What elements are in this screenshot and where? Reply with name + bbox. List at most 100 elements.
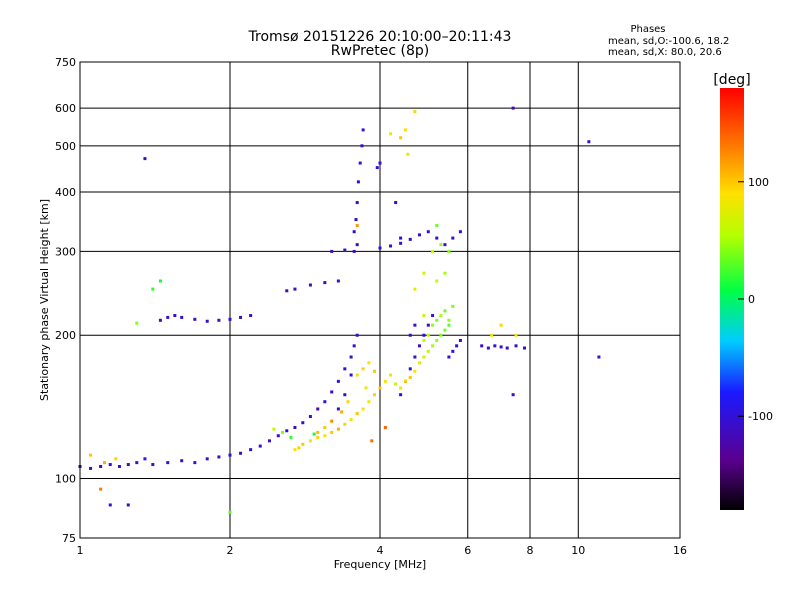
plot-frame (79, 61, 681, 539)
data-point (389, 373, 393, 377)
colorbar-label: [deg] (713, 72, 750, 88)
data-point (135, 321, 139, 325)
data-point (408, 333, 412, 337)
data-point (166, 461, 170, 465)
data-point (301, 421, 305, 425)
data-point (439, 333, 443, 337)
stats-line-x: mean, sd,X: 80.0, 20.6 (608, 47, 722, 58)
data-point (399, 386, 403, 390)
y-tick-label: 75 (62, 532, 76, 545)
data-point (361, 128, 365, 132)
data-point (217, 318, 221, 322)
data-point (135, 461, 139, 465)
data-point (336, 379, 340, 383)
data-point (399, 241, 403, 245)
data-point (228, 317, 232, 321)
data-point (422, 271, 426, 275)
data-point (336, 407, 340, 411)
data-point (417, 344, 421, 348)
chart-subtitle: RwPretec (8p) (331, 43, 429, 59)
data-point (361, 407, 365, 411)
data-point (108, 503, 112, 507)
data-point (435, 279, 439, 283)
data-point (399, 393, 403, 397)
data-point (458, 338, 462, 342)
data-point (281, 430, 285, 434)
data-point (323, 400, 327, 404)
data-point (193, 461, 197, 465)
data-point (451, 304, 455, 308)
x-tick-label: 8 (527, 544, 534, 557)
data-point (166, 315, 170, 319)
data-point (180, 315, 184, 319)
chart-title: Tromsø 20151226 20:10:00–20:11:43 (248, 29, 512, 45)
data-point (276, 434, 280, 438)
data-point (511, 393, 515, 397)
x-tick-label: 10 (571, 544, 585, 557)
data-point (151, 463, 155, 467)
data-point (355, 373, 359, 377)
data-point (108, 463, 112, 467)
data-point (249, 448, 253, 452)
data-point (323, 425, 327, 429)
data-point (323, 281, 327, 285)
y-tick-label: 100 (55, 473, 76, 486)
data-point (349, 373, 353, 377)
data-point (408, 237, 412, 241)
stats-heading: Phases (630, 24, 665, 35)
data-point (239, 315, 243, 319)
data-point (143, 457, 147, 461)
data-point (103, 461, 107, 465)
data-point (399, 236, 403, 240)
data-point (316, 430, 320, 434)
data-point (312, 432, 316, 436)
data-point (316, 435, 320, 439)
data-point (228, 510, 232, 514)
data-point (126, 463, 130, 467)
data-point (99, 487, 103, 491)
data-point (439, 314, 443, 318)
data-point (336, 279, 340, 283)
data-point (458, 230, 462, 234)
data-point (447, 249, 451, 253)
data-point (417, 361, 421, 365)
data-point (435, 318, 439, 322)
data-point (258, 444, 262, 448)
data-point (413, 287, 417, 291)
data-point (587, 140, 591, 144)
data-point (422, 314, 426, 318)
x-tick-label: 16 (673, 544, 687, 557)
data-point (443, 243, 447, 247)
data-point (126, 503, 130, 507)
data-point (413, 110, 417, 114)
data-point (383, 425, 387, 429)
data-point (301, 442, 305, 446)
data-point (389, 244, 393, 248)
data-point (383, 379, 387, 383)
data-point (413, 355, 417, 359)
x-axis-label: Frequency [MHz] (334, 558, 426, 571)
data-point (451, 349, 455, 353)
data-point (431, 249, 435, 253)
data-point (439, 243, 443, 247)
data-point (340, 410, 344, 414)
data-point (493, 344, 497, 348)
data-point (355, 411, 359, 415)
data-point (143, 157, 147, 161)
data-point (499, 345, 503, 349)
data-point (358, 161, 362, 165)
data-point (267, 439, 271, 443)
data-point (355, 243, 359, 247)
data-point (285, 429, 289, 433)
data-point (352, 344, 356, 348)
data-point (451, 236, 455, 240)
x-tick-label: 1 (77, 544, 84, 557)
data-point (443, 328, 447, 332)
data-point (352, 230, 356, 234)
data-point (343, 248, 347, 252)
data-point (490, 333, 494, 337)
data-point (511, 106, 515, 110)
y-axis-label: Stationary phase Virtual Height [km] (38, 199, 51, 401)
data-point (455, 344, 459, 348)
data-point (394, 382, 398, 386)
